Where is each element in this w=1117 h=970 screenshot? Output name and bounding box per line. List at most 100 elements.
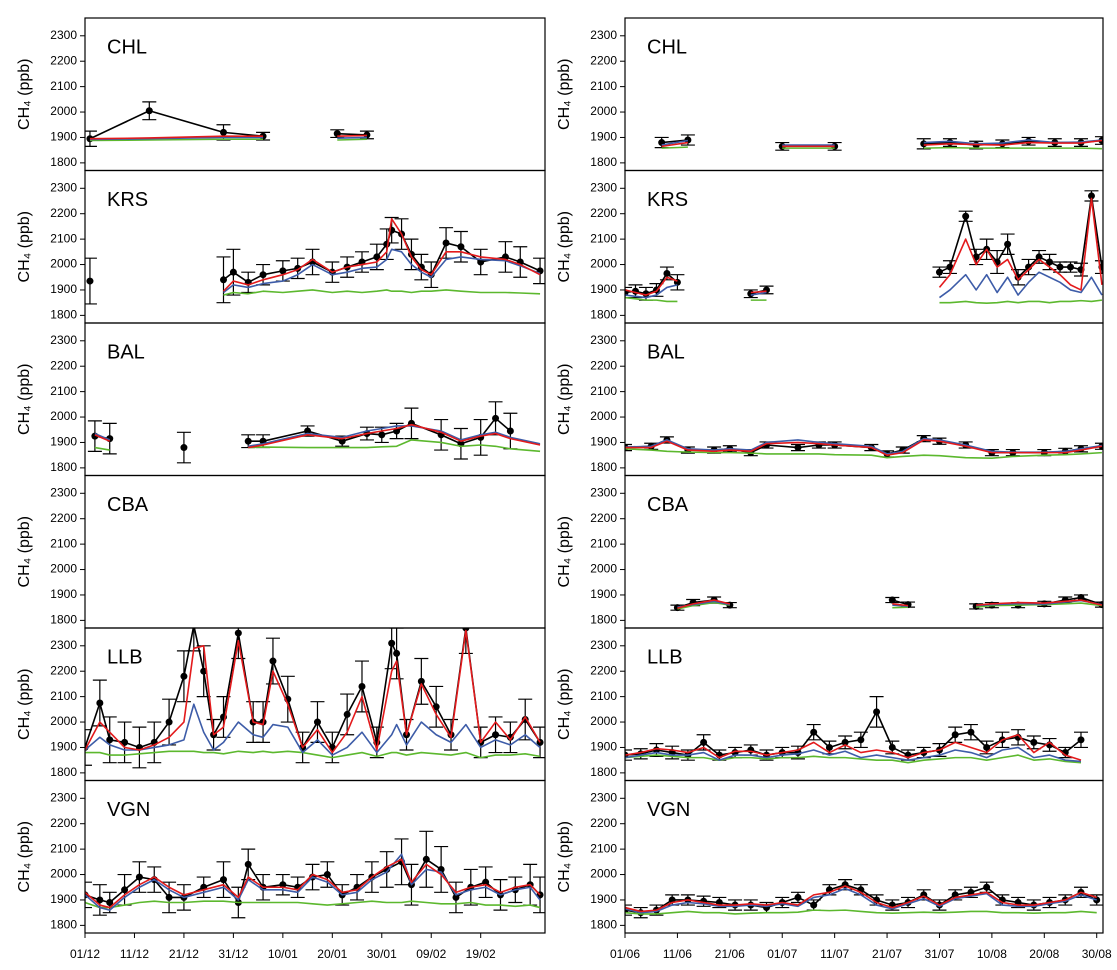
data-point [417,263,425,271]
y-axis-label: CH₄ (ppb) [556,364,573,435]
x-tick-label: 11/12 [120,947,149,961]
data-point [304,427,312,435]
data-point [810,901,818,909]
y-tick-label: 2000 [50,714,77,728]
series-line [661,139,1103,148]
data-point [106,899,114,906]
panel-title: BAL [107,341,145,363]
series-line [85,858,541,909]
series-line [94,423,541,449]
data-point [457,243,465,251]
y-tick-label: 2000 [590,409,617,423]
data-point [244,860,252,868]
data-point [1004,240,1012,248]
data-point [684,136,692,144]
data-point [106,736,114,744]
data-point [983,883,991,891]
y-tick-label: 1800 [50,460,77,474]
y-tick-label: 1800 [590,155,617,169]
x-tick-label: 20/01 [317,947,347,961]
x-tick-label: 21/06 [715,947,745,961]
data-point [180,444,188,452]
y-tick-label: 2300 [590,28,617,42]
series-line [85,750,541,759]
data-point [323,871,331,879]
data-point [700,738,708,746]
data-point [1046,258,1054,266]
y-tick-label: 2100 [50,231,77,245]
data-point [1067,263,1075,271]
series-line [222,217,541,292]
y-tick-label: 1900 [50,435,77,449]
y-tick-label: 1800 [590,613,617,627]
series-line [625,271,1103,299]
data-point [393,649,401,657]
series-line [625,195,1103,295]
x-tick-label: 31/07 [924,947,954,961]
error-bar [186,628,201,652]
y-tick-label: 1900 [590,282,617,296]
y-tick-label: 2000 [590,104,617,118]
data-point [442,239,450,247]
panel-frame [84,169,546,324]
y-tick-label: 2000 [50,257,77,271]
data-point [363,131,371,139]
y-tick-label: 2200 [590,53,617,67]
x-tick-label: 11/07 [820,947,849,961]
data-point [1035,253,1043,261]
y-tick-label: 1900 [50,282,77,296]
y-tick-label: 2200 [590,511,617,525]
data-point [86,277,94,285]
data-point [378,431,386,439]
data-point [1030,738,1038,746]
panel-title: CBA [107,494,149,516]
data-point [506,427,514,435]
series-line [85,629,541,754]
data-point [244,437,252,445]
y-tick-label: 2200 [50,816,77,830]
data-point [663,269,671,277]
data-point [1087,192,1095,200]
panel-frame [84,779,546,934]
y-tick-label: 2300 [50,485,77,499]
panel-title: VGN [107,799,150,821]
series-line [661,146,1102,150]
y-tick-label: 2000 [50,562,77,576]
y-tick-label: 1900 [590,740,617,754]
data-point [145,107,153,115]
data-point [269,657,277,665]
panel-title: LLB [107,646,143,668]
y-tick-label: 2300 [50,790,77,804]
data-point [313,718,321,726]
plot-area [85,101,374,147]
y-tick-label: 2300 [590,790,617,804]
y-tick-label: 2300 [50,333,77,347]
data-point [121,886,129,894]
series-line [223,248,541,294]
series-line [625,448,1102,460]
y-tick-label: 2100 [50,79,77,93]
plot-area [625,696,1088,764]
y-tick-label: 2200 [50,206,77,220]
series-line [89,109,367,140]
data-point [1056,263,1064,271]
data-point [841,738,849,746]
data-point [343,710,351,718]
x-tick-label: 19/02 [466,947,496,961]
y-tick-label: 2000 [50,409,77,423]
y-tick-label: 1900 [590,435,617,449]
x-tick-label: 21/12 [169,947,199,961]
y-tick-label: 2300 [50,638,77,652]
plot-area [625,879,1103,919]
series-line [85,853,541,911]
error-bar [85,729,92,766]
data-point [492,731,500,739]
series-line [625,296,1103,304]
y-tick-label: 1800 [50,308,77,322]
panel-title: VGN [647,799,690,821]
data-point [794,444,802,452]
plot-area [625,434,1103,460]
plot-area [85,216,545,305]
data-point [967,728,975,736]
